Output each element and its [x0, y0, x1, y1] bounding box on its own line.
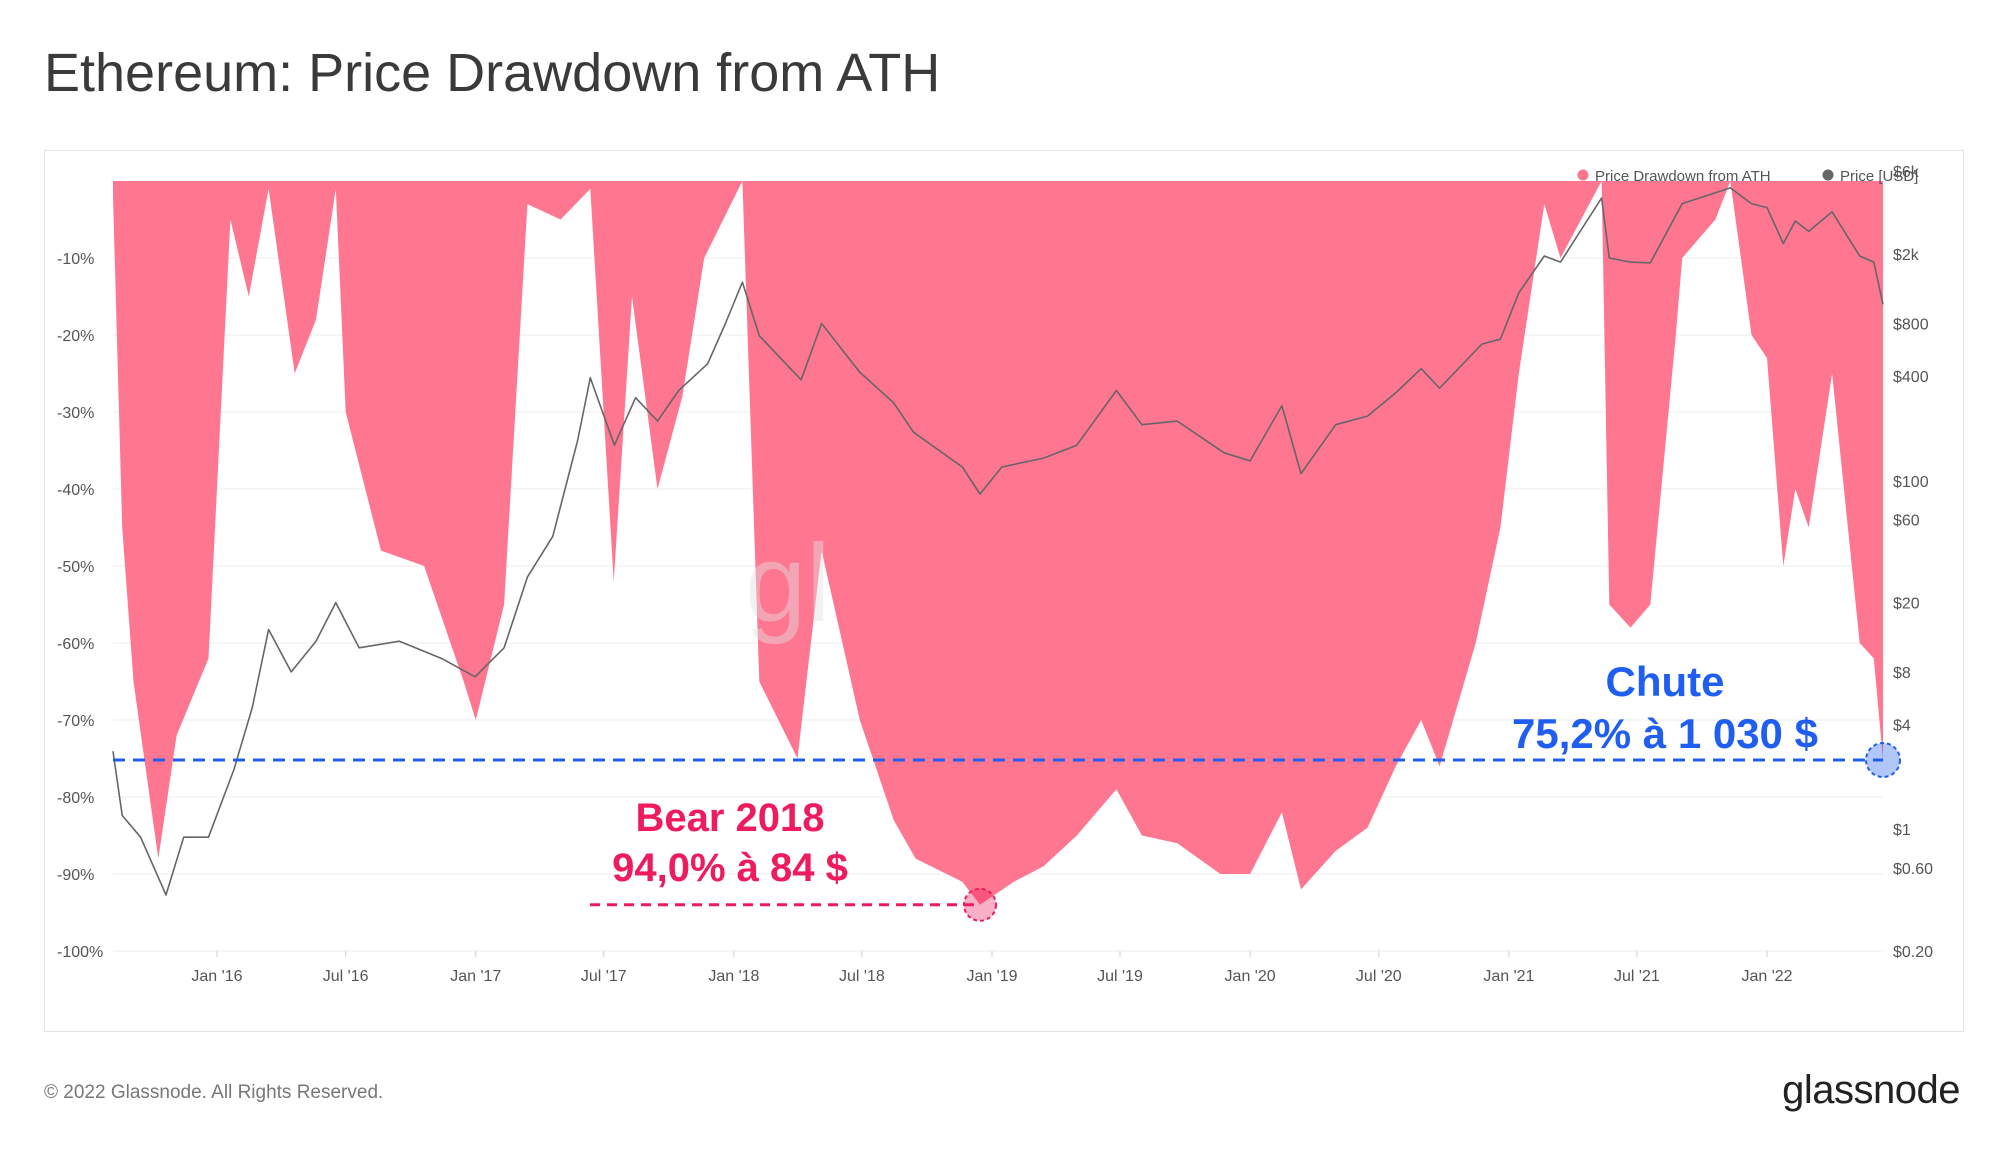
chute-label: Chute: [1606, 658, 1725, 705]
left-tick-label: -40%: [57, 482, 94, 499]
x-tick-label: Jan '16: [191, 968, 242, 985]
right-tick-label: $1: [1893, 822, 1911, 839]
legend-label-drawdown: Price Drawdown from ATH: [1595, 168, 1771, 185]
drawdown-area-layer: gl: [113, 181, 1883, 905]
right-tick-label: $100: [1893, 474, 1929, 491]
x-axis: Jan '16 Jul '16 Jan '17 Jul '17 Jan '18 Jul '…: [191, 951, 1793, 985]
footer-copyright: © 2022 Glassnode. All Rights Reserved.: [44, 1082, 384, 1103]
page-title: Ethereum: Price Drawdown from ATH: [44, 43, 941, 103]
left-tick-label: -100%: [57, 944, 103, 961]
chute-detail: 75,2% à 1 030 $: [1512, 710, 1818, 757]
chart-frame: gl -10% -20% -30% -40% -50% -60% -70% -80% -90% -…: [44, 150, 1964, 1032]
legend-swatch-drawdown: [1577, 169, 1589, 181]
bear-2018-detail: 94,0% à 84 $: [612, 846, 848, 890]
left-tick-label: -80%: [57, 790, 94, 807]
right-tick-label: $6k: [1893, 164, 1920, 181]
x-tick-label: Jan '18: [708, 968, 759, 985]
bear-2018-marker: [962, 887, 997, 922]
right-axis: $6k $2k $800 $400 $100 $60 $20 $8 $4 $1 $0.60 $0.20: [1893, 164, 1933, 961]
glassnode-logo[interactable]: glassnode: [1782, 1068, 1960, 1112]
right-tick-label: $60: [1893, 512, 1920, 529]
right-tick-label: $400: [1893, 369, 1929, 386]
left-axis: -10% -20% -30% -40% -50% -60% -70% -80% -90% -100…: [57, 251, 103, 961]
right-tick-label: $2k: [1893, 247, 1920, 264]
right-tick-label: $0.60: [1893, 861, 1933, 878]
price-line: [112, 187, 1884, 896]
price-line-layer: [112, 187, 1884, 896]
x-tick-label: Jan '22: [1741, 968, 1792, 985]
right-tick-label: $0.20: [1893, 944, 1933, 961]
legend-label-price: Price [USD]: [1840, 168, 1918, 185]
x-tick-label: Jan '17: [450, 968, 501, 985]
left-tick-label: -90%: [57, 867, 94, 884]
right-tick-label: $4: [1893, 717, 1911, 734]
left-tick-label: -60%: [57, 636, 94, 653]
x-tick-label: Jan '20: [1225, 968, 1276, 985]
right-tick-label: $800: [1893, 316, 1929, 333]
left-tick-label: -30%: [57, 405, 94, 422]
watermark-logo: gl: [745, 522, 831, 645]
bear-2018-label: Bear 2018: [635, 796, 824, 840]
left-tick-label: -50%: [57, 559, 94, 576]
legend: Price Drawdown from ATH Price [USD]: [1577, 168, 1918, 185]
x-tick-label: Jul '21: [1614, 968, 1660, 985]
chute-marker: [1865, 742, 1901, 779]
x-tick-label: Jan '21: [1483, 968, 1534, 985]
annotations: Bear 2018 94,0% à 84 $ Chute 75,2% à 1 030 …: [113, 658, 1901, 922]
drawdown-chart: gl -10%-20%-30%-40%-50%-60%-70%-80%-90%-…: [57, 164, 1933, 985]
left-tick-label: -70%: [57, 713, 94, 730]
right-tick-label: $8: [1893, 665, 1911, 682]
right-tick-label: $20: [1893, 596, 1920, 613]
x-tick-label: Jul '19: [1097, 968, 1143, 985]
drawdown-area: [113, 181, 1883, 905]
legend-swatch-price: [1822, 169, 1834, 181]
left-tick-label: -20%: [57, 328, 94, 345]
x-tick-label: Jul '17: [581, 968, 627, 985]
left-tick-label: -10%: [57, 251, 94, 268]
x-tick-label: Jul '20: [1356, 968, 1402, 985]
x-tick-label: Jan '19: [966, 968, 1017, 985]
x-tick-label: Jul '18: [839, 968, 885, 985]
x-tick-label: Jul '16: [323, 968, 369, 985]
